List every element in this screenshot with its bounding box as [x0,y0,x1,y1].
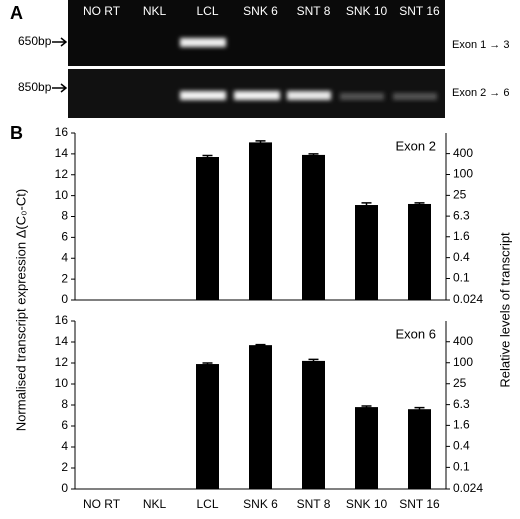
lane-label: NKL [143,4,167,18]
exon-label: Exon 1 → 3 [452,39,509,51]
annotation: Exon 2 [396,138,436,153]
y-tick-label: 2 [61,460,68,474]
arrow [52,37,68,47]
y2-tick-label: 6.3 [453,208,470,222]
y2-tick-label: 1.6 [453,229,470,243]
error-bar [255,343,266,347]
arrow [52,83,68,93]
bar [408,409,431,489]
y-tick-label: 8 [61,209,68,223]
lane-label: SNK 6 [243,4,278,18]
y2-tick-label: 25 [453,376,467,390]
exon-label: Exon 2 → 6 [452,87,509,99]
error-bar [255,140,266,145]
annotation: Exon 6 [396,326,436,341]
error-bar [308,153,319,157]
y2-tick-label: 6.3 [453,397,470,411]
bar [196,364,219,489]
bar [408,203,431,300]
bar [355,205,378,300]
band [180,91,226,100]
x-tick-label: SNK 10 [346,497,388,511]
band [340,93,384,100]
bar [196,157,219,300]
y2-tick-label: 0.4 [453,250,470,264]
size-marker: 650bp [18,34,52,48]
x-tick-label: NO RT [83,497,121,511]
lane-label: SNT 8 [297,4,331,18]
y-tick-label: 6 [61,230,68,244]
y-tick-label: 12 [55,167,69,181]
error-bar [414,202,425,206]
error-bar [202,362,213,366]
error-bar [202,154,213,160]
band [393,93,437,100]
y2-tick-label: 0.1 [453,271,470,285]
y-tick-label: 6 [61,418,68,432]
y-tick-label: 12 [55,355,69,369]
bar [302,154,325,300]
y-tick-label: 4 [61,439,68,453]
size-marker: 850bp [18,80,52,94]
y2-tick-label: 0.024 [453,292,483,306]
panel-label: B [10,123,23,143]
y-tick-label: 14 [55,146,69,160]
band [287,91,331,100]
error-bar [361,405,372,409]
bar [249,345,272,489]
y-tick-label: 2 [61,271,68,285]
gel [68,0,445,118]
y2-tick-label: 0.1 [453,460,470,474]
y-tick-label: 10 [55,188,69,202]
y2-tick-label: 100 [453,355,473,369]
y2-tick-label: 0.024 [453,481,483,495]
y2-tick-label: 400 [453,146,473,160]
lane-label: LCL [196,4,218,18]
lane-label: SNK 10 [346,4,388,18]
y-tick-label: 0 [61,292,68,306]
band [234,91,280,100]
error-bar [414,406,425,412]
y-tick-label: 0 [61,481,68,495]
y2-tick-label: 25 [453,188,467,202]
y-tick-label: 10 [55,376,69,390]
y2-tick-label: 0.4 [453,439,470,453]
y2-axis-label: Relative levels of transcript [497,232,512,388]
panel-label: A [10,3,23,23]
lane-label: NO RT [83,4,121,18]
x-tick-label: SNT 8 [297,497,331,511]
lane-label: SNT 16 [399,4,440,18]
y2-tick-label: 100 [453,167,473,181]
y-tick-label: 8 [61,397,68,411]
y-tick-label: 14 [55,334,69,348]
y-axis-label: Normalised transcript expression Δ(C₀-Ct… [13,189,28,431]
band [180,38,226,47]
x-tick-label: SNT 16 [399,497,440,511]
x-tick-label: NKL [143,497,167,511]
y-tick-label: 4 [61,250,68,264]
x-tick-label: SNK 6 [243,497,278,511]
bar [302,360,325,489]
gel-top [68,0,445,66]
error-bar [308,358,319,364]
x-tick-label: LCL [196,497,218,511]
y2-tick-label: 1.6 [453,418,470,432]
bar [249,142,272,300]
bar [355,407,378,489]
y-tick-label: 16 [55,313,69,327]
y-tick-label: 16 [55,125,69,139]
error-bar [361,202,372,208]
y2-tick-label: 400 [453,334,473,348]
